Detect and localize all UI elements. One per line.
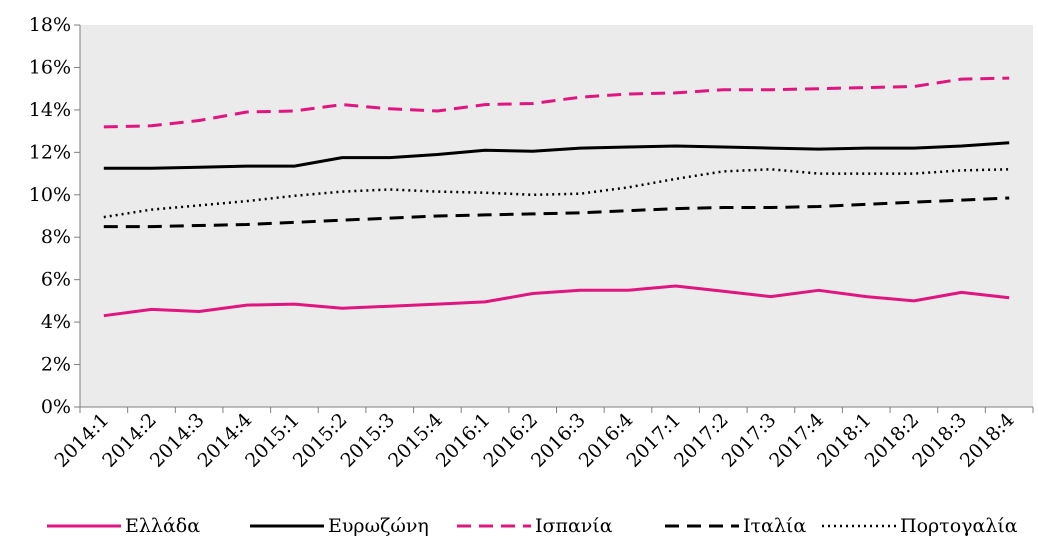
legend: Ελλάδα Ευρωζώνη Ισπανία Ιταλία Πορτογαλία xyxy=(47,515,1018,537)
y-tick-label: 2% xyxy=(41,354,71,376)
series-line-1 xyxy=(103,141,1010,170)
y-tick-label: 4% xyxy=(41,311,71,333)
series-line-0 xyxy=(103,284,1010,318)
y-tick-label: 8% xyxy=(41,226,71,248)
y-tick-label: 6% xyxy=(41,269,71,291)
legend-label-2: Ισπανία xyxy=(535,515,613,537)
y-tick-label: 16% xyxy=(29,56,71,78)
series-line-2 xyxy=(103,76,1010,129)
legend-label-4: Πορτογαλία xyxy=(900,515,1018,537)
legend-label-1: Ευρωζώνη xyxy=(328,515,429,537)
series-line-4 xyxy=(103,168,1010,219)
y-tick-label: 10% xyxy=(29,184,71,206)
series-lines xyxy=(103,76,1010,318)
y-tick-label: 18% xyxy=(29,14,71,36)
y-tick-label: 12% xyxy=(29,141,71,163)
x-tick-label: 2018:4 xyxy=(956,409,1019,472)
series-line-3 xyxy=(103,196,1010,229)
legend-label-3: Ιταλία xyxy=(743,515,806,537)
legend-label-0: Ελλάδα xyxy=(125,515,200,537)
y-tick-label: 14% xyxy=(29,99,71,121)
x-axis: 2014:12014:22014:32014:42015:12015:22015… xyxy=(51,406,1034,472)
plot-area xyxy=(80,25,1033,407)
y-tick-label: 0% xyxy=(41,396,71,418)
y-axis: 0% 2% 4% 6% 8% 10% 12% 14% 16% 18% xyxy=(29,14,81,418)
